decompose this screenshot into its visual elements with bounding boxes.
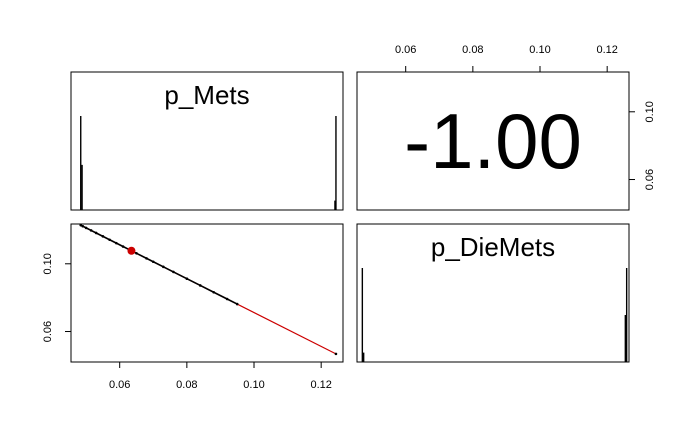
bottom-tick-label-2: 0.10 [243, 379, 264, 391]
scatter-point-2 [84, 226, 88, 230]
right-tick-label-1: 0.10 [644, 101, 656, 122]
label-p-mets: p_Mets [164, 80, 249, 110]
scatter-point-11 [151, 260, 155, 264]
right-y-axis: 0.06 0.10 [629, 101, 656, 190]
scatter-point-9 [135, 251, 138, 255]
scatter-point-14 [185, 277, 189, 280]
panel-scatter-frame [70, 223, 344, 363]
panel-correlation: -1.00 0.06 0.08 0.10 0.12 0.06 0.10 [356, 44, 656, 211]
scatter-point-7 [115, 241, 118, 245]
panel-p-diemets-diagonal: p_DieMets [356, 223, 630, 363]
panel-correlation-frame [356, 71, 630, 211]
scatter-point-6 [108, 238, 111, 242]
top-tick-label-3: 0.12 [596, 44, 617, 56]
scatter-point-5 [101, 235, 105, 238]
correlation-value: -1.00 [404, 97, 582, 185]
scatter-point-4 [94, 231, 98, 235]
scatter-point-15 [198, 284, 202, 287]
point-trace-16 [213, 291, 228, 300]
panel-p-diemets-frame [356, 223, 630, 363]
scatter-point-8 [121, 245, 125, 248]
scatter-point-16 [212, 290, 216, 294]
scatter-point-3 [89, 229, 93, 232]
point-trace-15 [199, 284, 215, 293]
scatter-point-19 [334, 352, 338, 356]
histogram-p-diemets [361, 268, 628, 362]
top-x-axis: 0.06 0.08 0.10 0.12 [395, 44, 618, 72]
panel-p-mets-frame [70, 71, 344, 211]
scatter-marks [79, 223, 338, 356]
scatter-point-13 [172, 270, 175, 274]
point-trace-12 [162, 266, 174, 273]
label-p-diemets: p_DieMets [431, 232, 555, 262]
bottom-tick-label-0: 0.06 [109, 379, 130, 391]
panel-p-mets-diagonal: p_Mets [70, 71, 344, 211]
scatter-point-17 [225, 297, 229, 301]
scatter-point-18 [235, 302, 239, 306]
point-trace-14 [186, 277, 201, 287]
mean-point [127, 246, 136, 255]
scatter-point-12 [162, 265, 165, 269]
point-trace-11 [152, 261, 164, 268]
top-tick-label-2: 0.10 [529, 44, 550, 56]
top-tick-label-0: 0.06 [395, 44, 416, 56]
left-tick-label-0: 0.06 [42, 321, 54, 342]
bottom-tick-label-1: 0.08 [176, 379, 197, 391]
right-tick-label-0: 0.06 [644, 169, 656, 190]
histogram-p-mets [80, 116, 337, 210]
point-trace-17 [226, 298, 238, 305]
left-tick-label-1: 0.10 [42, 253, 54, 274]
bottom-tick-label-3: 0.12 [310, 379, 331, 391]
scatter-point-10 [145, 257, 148, 260]
scatter-point-0 [79, 223, 83, 227]
left-y-axis: 0.06 0.10 [42, 253, 71, 342]
top-tick-label-1: 0.08 [462, 44, 483, 56]
panel-scatter: 0.06 0.10 0.06 0.08 0.10 0.12 [42, 223, 344, 391]
point-trace-13 [173, 271, 188, 280]
point-trace-9 [136, 252, 147, 260]
bottom-x-axis: 0.06 0.08 0.10 0.12 [109, 362, 332, 391]
scatter-point-1 [81, 224, 85, 228]
